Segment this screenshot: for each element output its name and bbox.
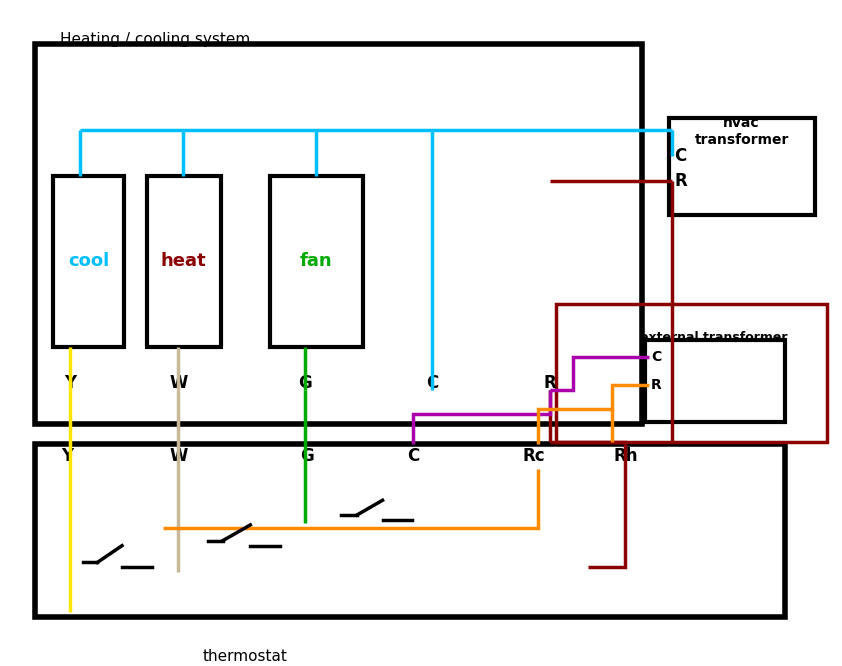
Text: C: C: [674, 147, 687, 165]
Text: fan: fan: [300, 252, 333, 270]
Text: cool: cool: [68, 252, 109, 270]
Text: C: C: [407, 447, 419, 465]
Text: R: R: [651, 378, 662, 392]
Text: G: G: [300, 447, 313, 465]
Text: R: R: [674, 172, 687, 190]
Text: G: G: [298, 374, 312, 392]
Text: external transformer: external transformer: [640, 330, 788, 344]
Text: Heating / cooling system: Heating / cooling system: [60, 31, 250, 47]
Text: Y: Y: [64, 374, 76, 392]
Text: heat: heat: [160, 252, 206, 270]
Text: C: C: [426, 374, 438, 392]
Text: W: W: [169, 374, 188, 392]
Text: Rh: Rh: [613, 447, 637, 465]
Text: hvac
transformer: hvac transformer: [695, 117, 789, 147]
Text: thermostat: thermostat: [203, 649, 288, 664]
Text: Y: Y: [61, 447, 72, 465]
Text: W: W: [169, 447, 188, 465]
Text: C: C: [651, 350, 661, 364]
Text: R: R: [544, 374, 557, 392]
Text: Rc: Rc: [522, 447, 545, 465]
